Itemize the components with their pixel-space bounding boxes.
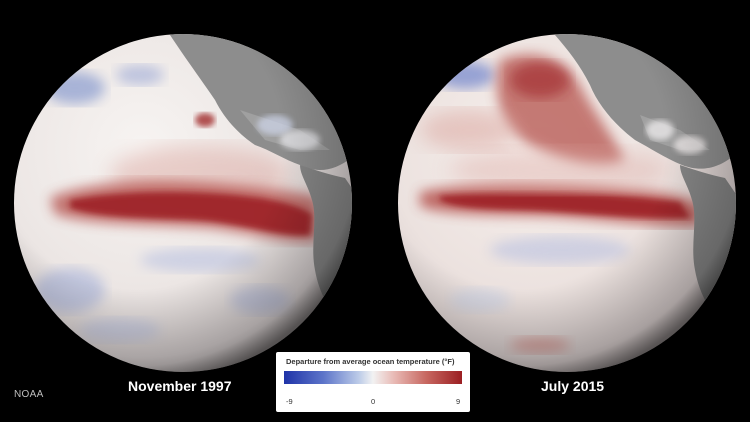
globe-july-2015: [398, 34, 736, 372]
caption-november-1997: November 1997: [128, 378, 232, 394]
caption-july-2015: July 2015: [541, 378, 605, 394]
legend-color-bar: [284, 371, 462, 384]
legend-tick-max: 9: [456, 397, 461, 406]
legend-title: Departure from average ocean temperature…: [286, 357, 455, 366]
legend-tick-min: -9: [286, 397, 293, 406]
temperature-legend: Departure from average ocean temperature…: [276, 352, 470, 412]
noaa-credit: NOAA: [14, 389, 44, 400]
legend-tick-mid: 0: [371, 397, 376, 406]
globe-november-1997: [14, 34, 352, 372]
